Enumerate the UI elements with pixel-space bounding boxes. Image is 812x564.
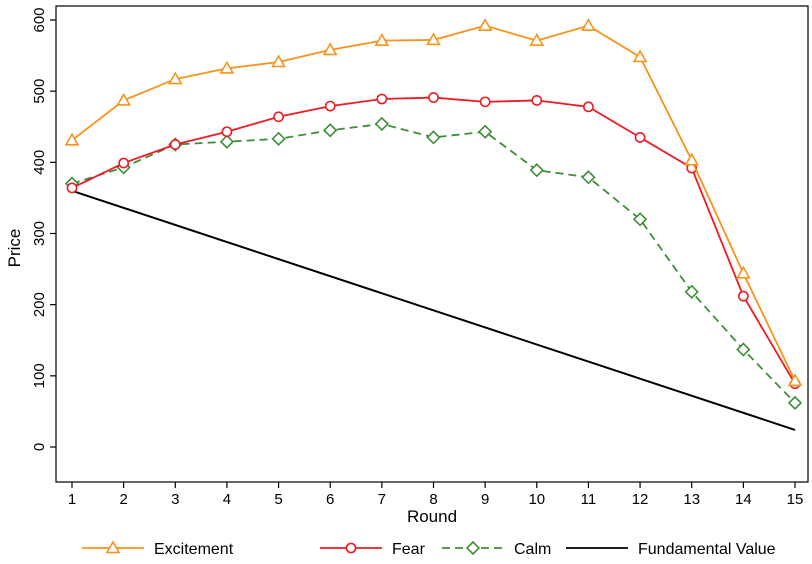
y-axis: 0 100 200 300 400 500 600 [31,7,56,451]
point-calm [787,395,803,411]
point-fear [221,126,233,138]
x-tick-label: 9 [481,491,489,508]
point-excitement [116,92,132,106]
series-fundamental-value [71,189,796,431]
point-excitement [271,54,286,68]
point-calm [581,170,596,185]
x-tick-label: 4 [223,491,231,508]
point-calm [374,116,389,132]
point-calm [529,163,544,178]
x-tick-label: 14 [735,491,752,508]
point-calm [478,124,493,139]
point-calm [323,123,338,138]
y-tick-label: 0 [31,443,48,451]
x-tick-label: 13 [683,491,700,508]
point-fear [376,93,388,105]
point-excitement [581,18,596,31]
x-tick-label: 8 [429,491,437,508]
point-fear [583,101,594,113]
point-fear [428,92,439,103]
series-line-excitement [71,24,796,382]
series-line-fundamental-value [71,189,796,431]
legend-item-excitement: Excitement [82,540,234,558]
x-axis: 1 2 3 4 5 6 7 8 9 10 11 12 13 14 15 [68,482,804,508]
series-layer [64,18,803,431]
point-calm [632,212,648,227]
point-excitement [426,32,441,46]
x-tick-label: 6 [326,491,334,508]
x-tick-label: 15 [787,491,804,508]
point-fear [169,139,181,150]
x-tick-label: 7 [378,491,386,508]
point-calm [684,284,699,299]
point-fear [737,290,749,302]
legend-marker [105,540,121,554]
series-fear [66,92,801,390]
point-excitement [219,60,235,74]
point-fear [118,157,130,169]
x-tick-label: 11 [581,491,597,508]
point-excitement [684,152,700,166]
x-tick-label: 12 [632,491,649,508]
legend-marker [345,542,357,554]
point-calm [426,130,441,145]
y-tick-label: 600 [31,7,48,32]
point-excitement [322,42,338,56]
x-tick-label: 5 [274,491,282,508]
point-excitement [167,71,183,85]
point-fear [531,95,543,106]
x-tick-label: 10 [528,491,545,508]
point-calm [271,131,286,146]
y-tick-label: 400 [31,150,48,175]
legend-item-fear: Fear [320,541,426,558]
point-excitement [477,18,493,31]
legend-label: Calm [514,541,551,558]
y-tick-label: 500 [31,79,48,104]
point-excitement [374,33,390,46]
point-fear [479,96,491,108]
point-calm [736,342,751,357]
point-fear [66,182,78,194]
point-excitement [787,373,803,387]
point-excitement [735,265,751,279]
legend-label: Excitement [154,541,234,558]
legend-item-fundamental-value: Fundamental Value [566,541,776,558]
x-tick-label: 2 [119,491,127,508]
legend: Excitement Fear Calm Fundamental Value [82,540,776,558]
plot-frame [55,5,809,483]
y-axis-title: Price [5,229,24,268]
y-tick-label: 300 [31,221,48,246]
x-tick-label: 3 [171,491,179,508]
y-tick-label: 200 [31,292,48,317]
point-excitement [529,33,545,46]
y-tick-label: 100 [31,363,48,388]
series-excitement [64,18,803,387]
legend-item-calm: Calm [442,540,551,558]
point-fear [324,100,336,112]
point-fear [634,132,646,143]
point-excitement [64,132,80,146]
plot-border [55,5,809,483]
legend-marker [465,540,481,556]
point-fear [273,111,284,123]
legend-label: Fear [392,541,426,558]
x-tick-label: 1 [68,491,76,508]
legend-label: Fundamental Value [638,541,776,558]
x-axis-title: Round [407,507,457,526]
point-excitement [632,49,648,63]
point-calm [219,134,235,149]
